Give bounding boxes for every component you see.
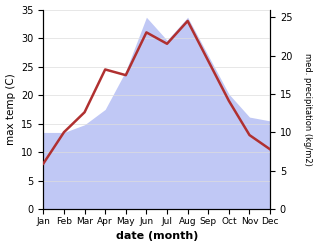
X-axis label: date (month): date (month) bbox=[115, 231, 198, 242]
Y-axis label: max temp (C): max temp (C) bbox=[5, 74, 16, 145]
Y-axis label: med. precipitation (kg/m2): med. precipitation (kg/m2) bbox=[303, 53, 313, 166]
